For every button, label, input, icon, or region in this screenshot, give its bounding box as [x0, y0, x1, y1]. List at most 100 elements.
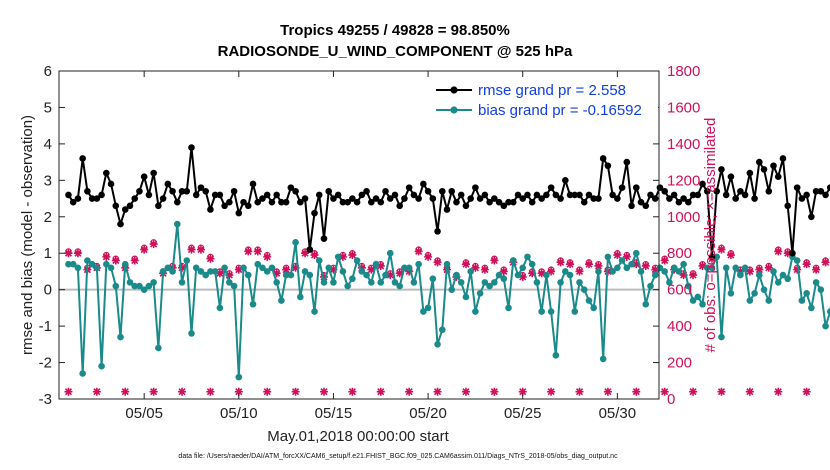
obs-assimilated-point [480, 265, 489, 274]
rmse-point [718, 166, 725, 173]
rmse-point [391, 191, 399, 199]
obs-assimilated-point [490, 256, 499, 265]
rmse-point [126, 202, 134, 210]
y2-tick-label: 1600 [667, 99, 700, 116]
obs-assimilated-point [376, 261, 385, 270]
bias-point [666, 279, 673, 286]
y2-tick-label: 800 [667, 245, 692, 262]
rmse-point [410, 191, 418, 199]
rmse-point [580, 198, 588, 206]
rmse-point [642, 202, 650, 210]
rmse-point [628, 202, 635, 210]
bias-point [192, 264, 200, 272]
bias-point [808, 304, 815, 312]
rmse-point [315, 191, 323, 199]
bias-point [784, 275, 792, 283]
rmse-point [509, 198, 517, 206]
bias-point [651, 271, 659, 279]
bias-point [528, 260, 536, 268]
rmse-point [216, 191, 224, 199]
rmse-point [282, 198, 290, 206]
rmse-point [84, 187, 91, 195]
bias-point [235, 373, 243, 381]
obs-count-low-point [263, 387, 272, 396]
rmse-point [155, 202, 162, 210]
bias-point [486, 282, 493, 290]
obs-assimilated-point [736, 267, 745, 276]
bias-point [803, 290, 810, 297]
y-tick-label: 4 [44, 136, 52, 153]
rmse-point [812, 187, 820, 195]
rmse-point [476, 195, 484, 202]
bias-point [178, 279, 186, 286]
bias-point [363, 271, 370, 279]
obs-assimilated-point [367, 265, 376, 274]
rmse-point [514, 191, 522, 199]
rmse-point [680, 195, 687, 202]
bias-point [112, 282, 120, 290]
obs-assimilated-point [641, 261, 650, 270]
obs-assimilated-point [111, 256, 120, 265]
rmse-point [822, 191, 829, 199]
rmse-point [117, 220, 124, 228]
bias-point [571, 308, 579, 315]
obs-count-low-point [319, 387, 328, 396]
bias-point [457, 279, 465, 286]
rmse-point [136, 187, 143, 195]
bias-point [760, 286, 768, 293]
bias-point [500, 275, 508, 283]
rmse-point [183, 187, 191, 195]
obs-count-low-point [547, 387, 556, 396]
bias-point [476, 290, 484, 297]
rmse-point [467, 195, 474, 202]
obs-assimilated-point [225, 271, 234, 280]
obs-assimilated-point [726, 251, 735, 260]
rmse-point [287, 184, 295, 191]
rmse-point [760, 166, 768, 173]
bias-point [670, 264, 678, 272]
bias-point [240, 264, 247, 272]
bias-series [65, 220, 830, 381]
obs-count-low-point [405, 387, 414, 396]
bias-point [481, 279, 489, 286]
obs-count-low-point [64, 387, 73, 396]
bias-point [131, 282, 139, 290]
bias-point [505, 304, 512, 312]
rmse-point [192, 191, 200, 199]
obs-assimilated-point [234, 265, 243, 274]
bias-point [661, 268, 668, 275]
obs-assimilated-point [471, 263, 480, 272]
rmse-point [311, 209, 318, 217]
rmse-point [737, 187, 744, 195]
obs-count-low-point [802, 387, 811, 396]
rmse-point [429, 195, 437, 202]
x-tick-label: 05/25 [504, 405, 542, 422]
bias-point [623, 264, 631, 272]
bias-point [519, 264, 527, 272]
bias-point [765, 297, 773, 304]
obs-assimilated-point [547, 267, 556, 276]
bias-point [273, 279, 280, 286]
rmse-point [230, 187, 238, 195]
rmse-point [438, 187, 446, 195]
obs-assimilated-point [140, 245, 149, 254]
bias-point [287, 271, 295, 279]
rmse-point [495, 198, 503, 206]
bias-point [349, 275, 356, 283]
bias-point [315, 257, 323, 264]
rmse-point [178, 187, 186, 195]
obs-assimilated-point [584, 260, 593, 269]
x-tick-label: 05/20 [409, 405, 447, 422]
bias-point [382, 271, 389, 279]
bias-point [401, 264, 408, 272]
bias-point [65, 260, 72, 268]
y2-axis-label: # of obs: o=possible; ×=assimilated [702, 118, 719, 353]
bias-point [140, 286, 148, 293]
rmse-point [675, 198, 683, 206]
y-tick-label: -3 [39, 391, 52, 408]
rmse-point [566, 191, 574, 199]
bias-point [74, 264, 82, 272]
rmse-point [685, 198, 692, 206]
rmse-point [500, 202, 508, 210]
bias-point [448, 286, 456, 293]
